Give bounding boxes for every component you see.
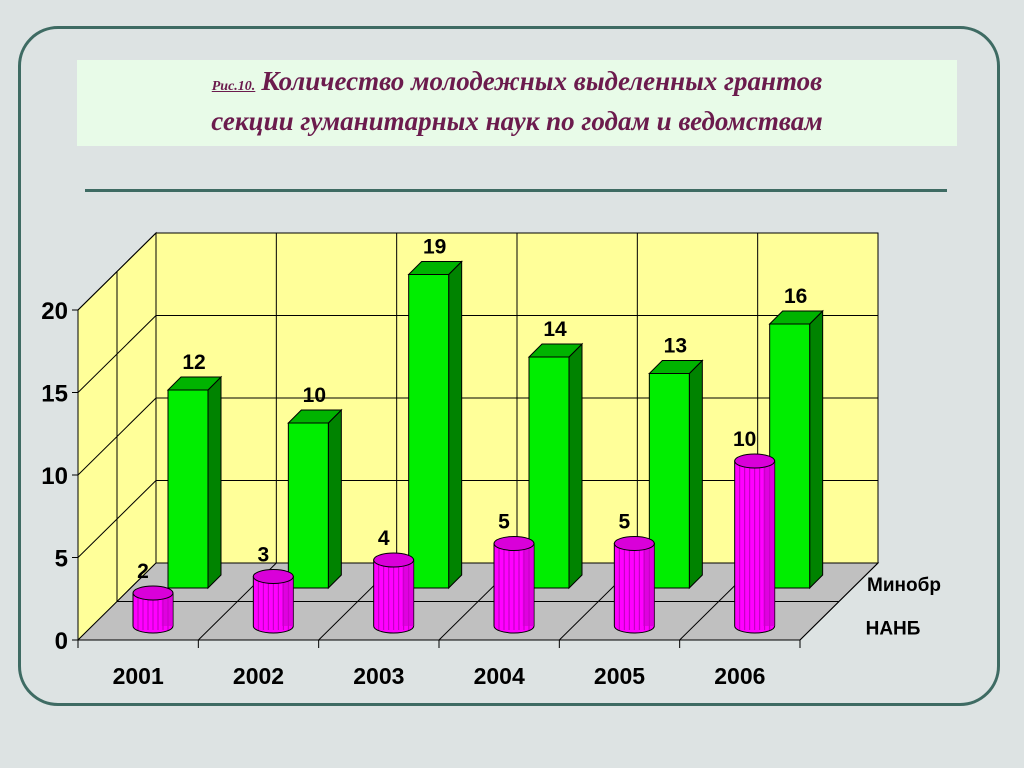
- bar-minobr: [167, 389, 209, 589]
- bar-minobr: [769, 323, 811, 589]
- chart-title-line2: секции гуманитарных наук по годам и ведо…: [211, 106, 823, 136]
- bar-nanb-top: [132, 585, 174, 601]
- y-tick-label: 10: [41, 463, 68, 490]
- bar-nanb-top: [734, 453, 776, 469]
- data-label-minobr: 14: [543, 318, 567, 341]
- x-tick-label: 2004: [474, 663, 525, 689]
- depth-axis-line: [799, 562, 879, 641]
- chart-title-text-1: Количество молодежных выделенных грантов: [261, 66, 823, 96]
- data-label-nanb: 10: [733, 428, 756, 451]
- bar-nanb-shadow: [763, 461, 775, 626]
- bar-minobr: [287, 422, 329, 589]
- bar-nanb-top: [252, 569, 294, 584]
- bar-nanb-shadow: [643, 543, 655, 626]
- bar-nanb-shadow: [282, 576, 294, 626]
- bar-minobr-side: [809, 309, 824, 590]
- data-label-minobr: 13: [664, 335, 687, 358]
- data-label-minobr: 16: [784, 285, 807, 308]
- bar-minobr-side: [448, 260, 463, 590]
- series-label-nanb: НАНБ: [866, 619, 921, 640]
- y-tick-label: 15: [41, 381, 68, 408]
- y-tick-label: 0: [55, 628, 68, 655]
- bar-nanb-shadow: [161, 593, 173, 626]
- bar-minobr: [648, 373, 690, 589]
- bar-nanb-shadow: [402, 560, 414, 626]
- bar-minobr-side: [688, 359, 703, 590]
- bar-nanb-top: [613, 536, 655, 551]
- bar-nanb-top: [373, 552, 415, 568]
- data-label-nanb: 2: [137, 560, 149, 583]
- data-label-minobr: 10: [303, 384, 326, 407]
- bar-nanb-top: [493, 536, 535, 551]
- data-label-nanb: 5: [498, 511, 510, 534]
- x-tick-label: 2006: [714, 663, 765, 689]
- bar-minobr-side: [207, 375, 222, 590]
- bar-minobr: [528, 356, 570, 589]
- chart-title-line1: Рис.10. Количество молодежных выделенных …: [77, 66, 957, 97]
- x-tick-label: 2005: [594, 663, 645, 689]
- slide-frame: [18, 26, 1000, 706]
- series-label-minobr: Минобр: [867, 575, 941, 596]
- bar-nanb-shadow: [522, 543, 534, 626]
- y-tick-label: 20: [41, 298, 68, 325]
- x-tick-label: 2001: [113, 663, 164, 689]
- data-label-nanb: 4: [378, 527, 390, 550]
- x-tick-label: 2002: [233, 663, 284, 689]
- figure-label: Рис.10.: [211, 79, 256, 94]
- x-tick-label: 2003: [353, 663, 404, 689]
- data-label-nanb: 5: [618, 511, 630, 534]
- data-label-minobr: 12: [182, 351, 205, 374]
- data-label-nanb: 3: [257, 544, 269, 567]
- data-label-minobr: 19: [423, 236, 446, 259]
- chart-title-box: Рис.10. Количество молодежных выделенных …: [77, 60, 957, 146]
- divider-line: [85, 189, 947, 192]
- y-tick-label: 5: [55, 546, 68, 573]
- bar-minobr: [408, 274, 450, 589]
- bar-minobr-side: [568, 342, 583, 590]
- bar-minobr-side: [327, 408, 342, 590]
